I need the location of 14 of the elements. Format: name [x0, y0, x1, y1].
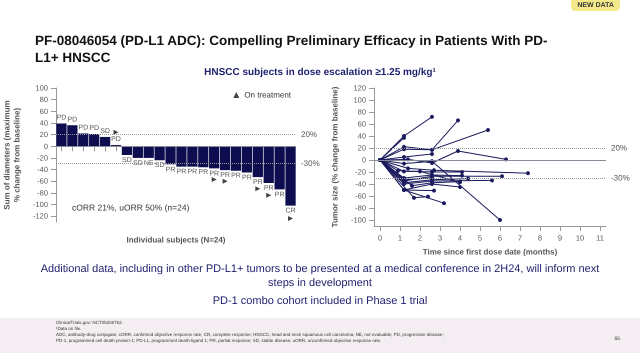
text: HNSCC subjects in dose escalation ≥1.25 mg/kg¹ [203, 67, 437, 78]
chart-title: PF-08046054 (PD-L1 ADC): Compelling Preliminary Efficacy in Patients With PD-L1+ HNSCC [35, 32, 548, 66]
text: Additional data, including in other PD-L1+ tumors to be presented at a medical conference in 2H24, will inform next steps in development [40, 262, 600, 290]
x-axis-title: Individual subjects (N=24) [126, 236, 226, 244]
legend-label: On treatment [244, 90, 292, 100]
ref-line-label: 20% [611, 144, 628, 152]
x-axis-title: Time since first dose date (months) [422, 247, 558, 256]
text: PD-1 combo cohort included in Phase 1 trial [212, 295, 428, 307]
ref-line-label: 20% [301, 130, 318, 140]
annotation: cORR 21%, uORR 50% (n=24) [72, 202, 190, 212]
y-axis-title: Tumor size (% change from baseline) [330, 86, 340, 228]
ref-line-label: -30% [301, 159, 320, 168]
ref-line-label: -30% [611, 174, 630, 182]
y-axis-title: Sum of diameters (maximum % change from baseline) [2, 100, 22, 210]
